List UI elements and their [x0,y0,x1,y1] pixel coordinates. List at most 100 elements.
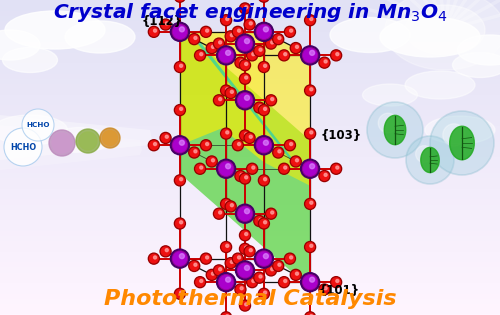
Circle shape [304,198,316,209]
Bar [0,13,500,14]
Bar [0,59,500,60]
Circle shape [324,287,327,290]
Bar [0,146,500,147]
Circle shape [272,261,283,272]
Circle shape [225,201,236,212]
Bar [0,198,500,199]
Circle shape [266,208,276,219]
Circle shape [244,246,248,249]
Bar [0,1,500,2]
Bar [0,151,500,152]
Bar [0,56,500,57]
Bar [0,38,500,39]
Circle shape [310,88,313,91]
Circle shape [304,49,316,62]
Bar [0,193,500,194]
Bar [0,288,500,289]
Circle shape [244,209,250,214]
Bar [0,4,500,5]
Bar [0,186,500,187]
Circle shape [232,253,243,264]
Bar [0,218,500,219]
Circle shape [244,133,248,136]
Circle shape [258,105,270,116]
Circle shape [284,53,287,56]
Bar [0,69,500,70]
Bar [0,74,500,75]
Circle shape [266,265,276,276]
Circle shape [246,20,254,29]
Circle shape [226,32,235,41]
Bar [0,98,500,99]
Circle shape [290,143,292,146]
Circle shape [330,277,342,288]
Circle shape [218,41,222,44]
Polygon shape [384,115,406,145]
Circle shape [154,143,156,146]
Bar [0,93,500,94]
Circle shape [200,166,203,169]
Circle shape [226,50,230,55]
Circle shape [319,170,330,181]
Bar [0,112,500,113]
Bar [0,163,500,164]
Circle shape [212,272,214,275]
Circle shape [286,255,294,263]
Bar [0,121,500,122]
Circle shape [52,133,72,153]
Bar [0,103,500,104]
Ellipse shape [425,116,495,144]
Bar [0,293,500,294]
Circle shape [238,207,252,220]
Bar [0,136,500,137]
Circle shape [235,170,246,181]
Circle shape [225,88,236,99]
Circle shape [220,162,232,175]
Circle shape [258,0,270,2]
Bar [0,303,500,304]
Circle shape [150,28,158,36]
Circle shape [430,111,494,175]
Circle shape [280,51,288,60]
Bar [0,78,500,79]
Bar [0,310,500,311]
Circle shape [286,141,294,149]
Circle shape [226,88,229,91]
Circle shape [230,261,234,263]
Bar [0,306,500,307]
Circle shape [264,107,266,110]
Circle shape [244,303,248,306]
Bar [0,312,500,313]
Circle shape [250,249,252,252]
Bar [0,226,500,227]
Circle shape [238,206,252,221]
Bar [0,206,500,207]
Bar [0,36,500,37]
Bar [0,87,500,88]
Circle shape [252,279,255,283]
Circle shape [215,209,223,218]
Bar [0,85,500,86]
Bar [0,117,500,118]
Bar [0,23,500,24]
Text: {101}: {101} [318,284,359,297]
Circle shape [330,163,342,174]
Bar [0,104,500,105]
Circle shape [238,264,252,277]
Bar [0,197,500,198]
Bar [0,241,500,242]
Circle shape [280,278,288,286]
Circle shape [278,50,289,61]
Bar [0,252,500,253]
Bar [0,86,500,87]
Circle shape [196,51,204,60]
Circle shape [240,173,243,176]
Circle shape [238,256,240,259]
Bar [0,184,500,185]
Bar [0,132,500,133]
Circle shape [226,259,235,267]
Circle shape [254,102,265,113]
Circle shape [302,275,318,290]
Bar [0,199,500,200]
Circle shape [180,64,182,67]
